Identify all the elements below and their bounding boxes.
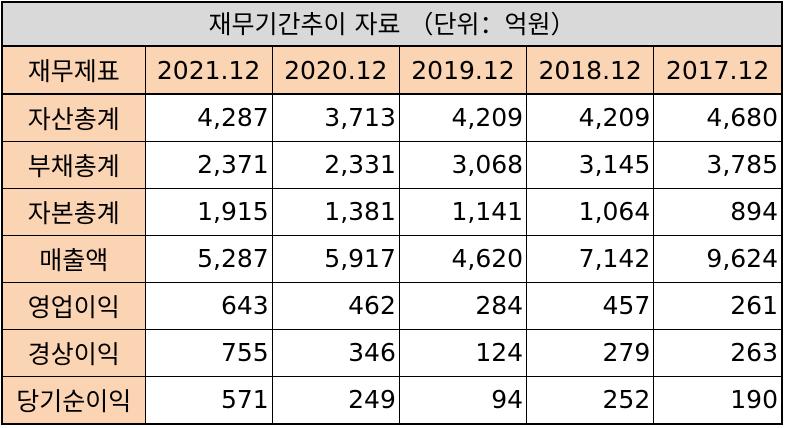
table-row: 자본총계 1,915 1,381 1,141 1,064 894 bbox=[3, 187, 781, 236]
value-cell: 3,713 bbox=[271, 94, 400, 142]
row-label: 자산총계 bbox=[3, 94, 146, 142]
table-row: 부채총계 2,371 2,331 3,068 3,145 3,785 bbox=[3, 140, 781, 189]
period-header: 2018.12 bbox=[526, 47, 655, 95]
sheet-title: 재무기간추이 자료 （단위：억원） bbox=[3, 3, 781, 47]
value-cell: 4,620 bbox=[398, 234, 528, 283]
table-row: 자산총계 4,287 3,713 4,209 4,209 4,680 bbox=[3, 94, 781, 142]
header-label-cell: 재무제표 bbox=[3, 47, 146, 95]
value-cell: 284 bbox=[398, 281, 528, 330]
table-row: 당기순이익 571 249 94 252 190 bbox=[3, 375, 781, 423]
row-label: 매출액 bbox=[3, 234, 146, 283]
value-cell: 9,624 bbox=[653, 234, 781, 283]
row-label: 영업이익 bbox=[3, 281, 146, 330]
value-cell: 1,381 bbox=[271, 187, 400, 236]
value-cell: 571 bbox=[144, 375, 273, 423]
value-cell: 5,287 bbox=[144, 234, 273, 283]
value-cell: 263 bbox=[653, 328, 781, 377]
value-cell: 3,145 bbox=[526, 140, 655, 189]
value-cell: 190 bbox=[653, 375, 781, 423]
value-cell: 4,680 bbox=[653, 94, 781, 142]
value-cell: 7,142 bbox=[526, 234, 655, 283]
value-cell: 894 bbox=[653, 187, 781, 236]
value-cell: 5,917 bbox=[271, 234, 400, 283]
row-label: 당기순이익 bbox=[3, 375, 146, 423]
value-cell: 457 bbox=[526, 281, 655, 330]
value-cell: 261 bbox=[653, 281, 781, 330]
row-label: 자본총계 bbox=[3, 187, 146, 236]
value-cell: 346 bbox=[271, 328, 400, 377]
value-cell: 252 bbox=[526, 375, 655, 423]
table-row: 영업이익 643 462 284 457 261 bbox=[3, 281, 781, 330]
period-header: 2020.12 bbox=[271, 47, 400, 95]
value-cell: 4,287 bbox=[144, 94, 273, 142]
value-cell: 4,209 bbox=[526, 94, 655, 142]
value-cell: 2,331 bbox=[271, 140, 400, 189]
value-cell: 3,068 bbox=[398, 140, 528, 189]
value-cell: 1,064 bbox=[526, 187, 655, 236]
value-cell: 249 bbox=[271, 375, 400, 423]
value-cell: 755 bbox=[144, 328, 273, 377]
value-cell: 3,785 bbox=[653, 140, 781, 189]
period-header: 2021.12 bbox=[144, 47, 273, 95]
value-cell: 1,915 bbox=[144, 187, 273, 236]
table-row: 매출액 5,287 5,917 4,620 7,142 9,624 bbox=[3, 234, 781, 283]
row-label: 경상이익 bbox=[3, 328, 146, 377]
period-header: 2019.12 bbox=[398, 47, 528, 95]
row-label: 부채총계 bbox=[3, 140, 146, 189]
financial-table: 재무제표 2021.12 2020.12 2019.12 2018.12 201… bbox=[3, 47, 781, 423]
value-cell: 94 bbox=[398, 375, 528, 423]
period-header: 2017.12 bbox=[653, 47, 781, 95]
value-cell: 462 bbox=[271, 281, 400, 330]
value-cell: 643 bbox=[144, 281, 273, 330]
value-cell: 124 bbox=[398, 328, 528, 377]
table-row: 경상이익 755 346 124 279 263 bbox=[3, 328, 781, 377]
value-cell: 2,371 bbox=[144, 140, 273, 189]
value-cell: 1,141 bbox=[398, 187, 528, 236]
header-row: 재무제표 2021.12 2020.12 2019.12 2018.12 201… bbox=[3, 47, 781, 95]
value-cell: 279 bbox=[526, 328, 655, 377]
value-cell: 4,209 bbox=[398, 94, 528, 142]
